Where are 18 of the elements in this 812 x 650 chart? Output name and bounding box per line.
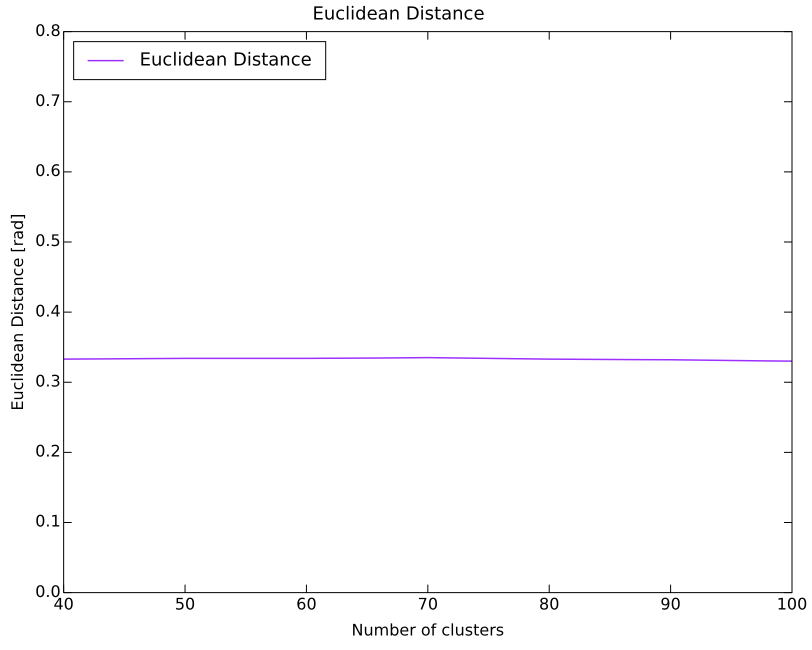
x-tick-label: 90 (660, 594, 681, 614)
x-tick-label: 60 (296, 594, 317, 614)
x-tick-label: 100 (776, 594, 808, 614)
y-tick-label: 0.2 (35, 442, 61, 461)
y-tick-label: 0.3 (35, 371, 61, 390)
y-tick-label: 0.7 (35, 90, 61, 110)
x-tick-label: 80 (539, 594, 560, 614)
y-axis-title: Euclidean Distance [rad] (8, 214, 27, 411)
y-tick-label: 0.8 (35, 20, 61, 40)
y-tick-label: 0.6 (35, 161, 61, 180)
x-tick-label: 70 (418, 594, 438, 614)
y-tick-label: 0.4 (35, 301, 61, 320)
legend-label: Euclidean Distance (140, 49, 312, 70)
y-tick-label: 0.5 (35, 231, 61, 250)
y-tick-label: 0.1 (35, 512, 61, 531)
chart-title: Euclidean Distance (312, 3, 485, 24)
x-axis-title: Number of clusters (352, 620, 504, 640)
x-tick-label: 50 (174, 594, 196, 614)
